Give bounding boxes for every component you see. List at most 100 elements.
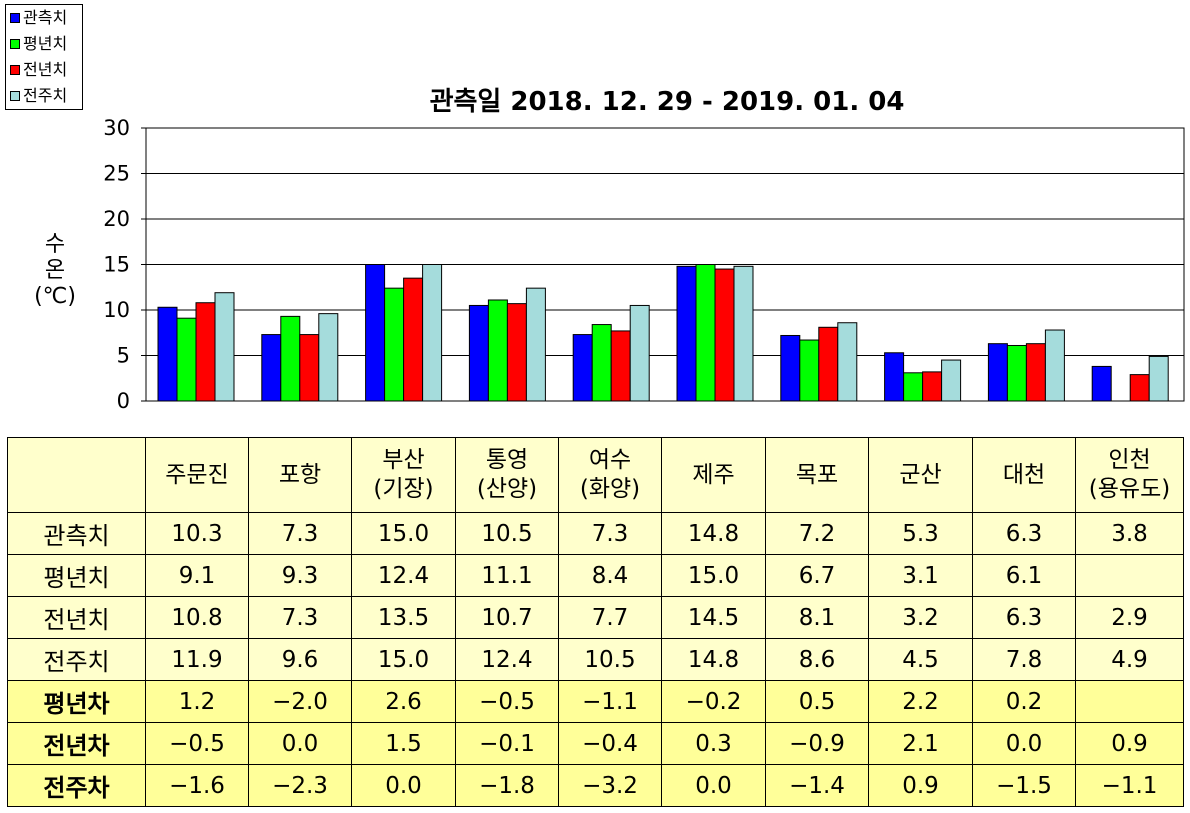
table-cell: 9.6 [248,638,352,681]
table-cell [1075,554,1184,597]
chart-legend: 관측치 평년치 전년치 전주치 [5,4,83,110]
table-row: 전년차 −0.5 0.0 1.5 −0.1 −0.4 0.3 −0.9 2.1 0.0 0.9 [7,722,1184,765]
table-header-cell: 군산 [868,437,973,513]
table-cell: 8.6 [765,638,869,681]
table-cell: 0.9 [868,764,973,807]
bar-0-3 [468,304,489,402]
y-tick-label: 25 [103,162,130,186]
table-header-cell: 대천 [972,437,1076,513]
table-cell: 6.7 [765,554,869,597]
bar-3-7 [941,359,962,402]
table-header-text: 주문진 [165,461,229,488]
table-cell: 7.3 [558,512,662,555]
table-cell: 10.3 [145,512,249,555]
y-tick-label: 20 [103,207,130,231]
legend-item: 평년치 [6,31,82,57]
bar-1-6 [799,339,820,402]
legend-swatch [10,13,20,23]
table-cell: −0.5 [145,722,249,765]
table-row-label: 평년차 [7,680,146,723]
table-row: 전주치 11.9 9.6 15.0 12.4 10.5 14.8 8.6 4.5 7.8 4.9 [7,638,1184,681]
table-cell: 0.2 [972,680,1076,723]
table-cell [1075,680,1184,723]
table-cell: 13.5 [351,596,456,639]
table-cell: 15.0 [661,554,766,597]
bar-1-3 [487,299,508,402]
table-header-cell: 부산 (기장) [351,437,456,513]
table-cell: −1.6 [145,764,249,807]
bar-0-1 [261,334,282,402]
table-cell: 0.0 [248,722,352,765]
bar-2-3 [506,303,527,402]
table-header-text: (용유도) [1088,476,1171,502]
table-header-text: 여수 [588,447,632,473]
table-cell: 3.1 [868,554,973,597]
bar-3-1 [318,313,339,402]
table-header-cell: 여수 (화양) [558,437,662,513]
legend-label: 평년치 [23,34,68,53]
bar-1-4 [591,324,612,402]
table-cell: 0.0 [351,764,456,807]
bar-0-2 [365,264,386,402]
table-cell: −0.2 [661,680,766,723]
bar-1-0 [176,317,197,402]
table-cell: 10.5 [455,512,559,555]
table-cell: 6.3 [972,596,1076,639]
table-cell: 0.0 [661,764,766,807]
table-row: 평년차 1.2 −2.0 2.6 −0.5 −1.1 −0.2 0.5 2.2 0.2 [7,680,1184,723]
table-cell: 9.3 [248,554,352,597]
table-header-text: (화양) [579,476,641,502]
table-corner-cell [7,437,146,513]
table-cell: 1.2 [145,680,249,723]
table-cell: 8.4 [558,554,662,597]
legend-swatch [10,91,20,101]
table-cell: 15.0 [351,638,456,681]
table-row-label: 전주치 [7,638,146,681]
bar-2-0 [195,302,216,402]
bar-1-8 [1006,344,1027,402]
table-cell: 6.3 [972,512,1076,555]
bar-2-1 [299,334,320,402]
bar-2-5 [714,268,735,402]
table-cell: 8.1 [765,596,869,639]
bar-2-7 [922,371,943,402]
table-header-text: 군산 [899,461,942,488]
bar-0-5 [676,265,697,402]
table-cell: 4.5 [868,638,973,681]
table-cell: 10.7 [455,596,559,639]
bar-2-8 [1025,343,1046,402]
table-cell: −1.1 [558,680,662,723]
table-cell: 7.2 [765,512,869,555]
y-axis-label-line: 수 [44,232,66,257]
table-row: 평년치 9.1 9.3 12.4 11.1 8.4 15.0 6.7 3.1 6.1 [7,554,1184,597]
table-header-text: 목포 [795,461,839,488]
table-cell: 0.3 [661,722,766,765]
table-header-cell: 목포 [765,437,869,513]
table-cell: 11.1 [455,554,559,597]
table-cell: 7.7 [558,596,662,639]
table-cell: 0.0 [972,722,1076,765]
table-row-label: 전년치 [7,596,146,639]
data-table: 주문진 포항 부산 (기장) 통영 (산양) 여수 (화양) 제주 목포 군산 대천 인천 (용유도) 관측… [7,437,1184,807]
table-cell: −0.5 [455,680,559,723]
table-row: 전년치 10.8 7.3 13.5 10.7 7.7 14.5 8.1 3.2 6.3 2.9 [7,596,1184,639]
bar-3-9 [1148,355,1169,402]
table-header-text: 포항 [278,461,322,488]
y-axis-label-line: 온 [44,258,66,283]
table-cell: 3.2 [868,596,973,639]
table-cell: 14.8 [661,638,766,681]
bar-2-9 [1129,374,1150,402]
bar-3-5 [733,265,754,402]
table-cell: 6.1 [972,554,1076,597]
bar-1-2 [384,287,405,402]
table-row-label: 전주차 [7,764,146,807]
bar-0-4 [572,334,593,402]
table-cell: −1.4 [765,764,869,807]
bar-3-6 [837,322,858,402]
legend-label: 전주치 [23,86,68,105]
table-header-cell: 제주 [661,437,766,513]
table-header-text: 인천 [1108,447,1151,473]
legend-swatch [10,65,20,75]
table-cell: 4.9 [1075,638,1184,681]
table-header-text: 부산 [382,447,425,473]
